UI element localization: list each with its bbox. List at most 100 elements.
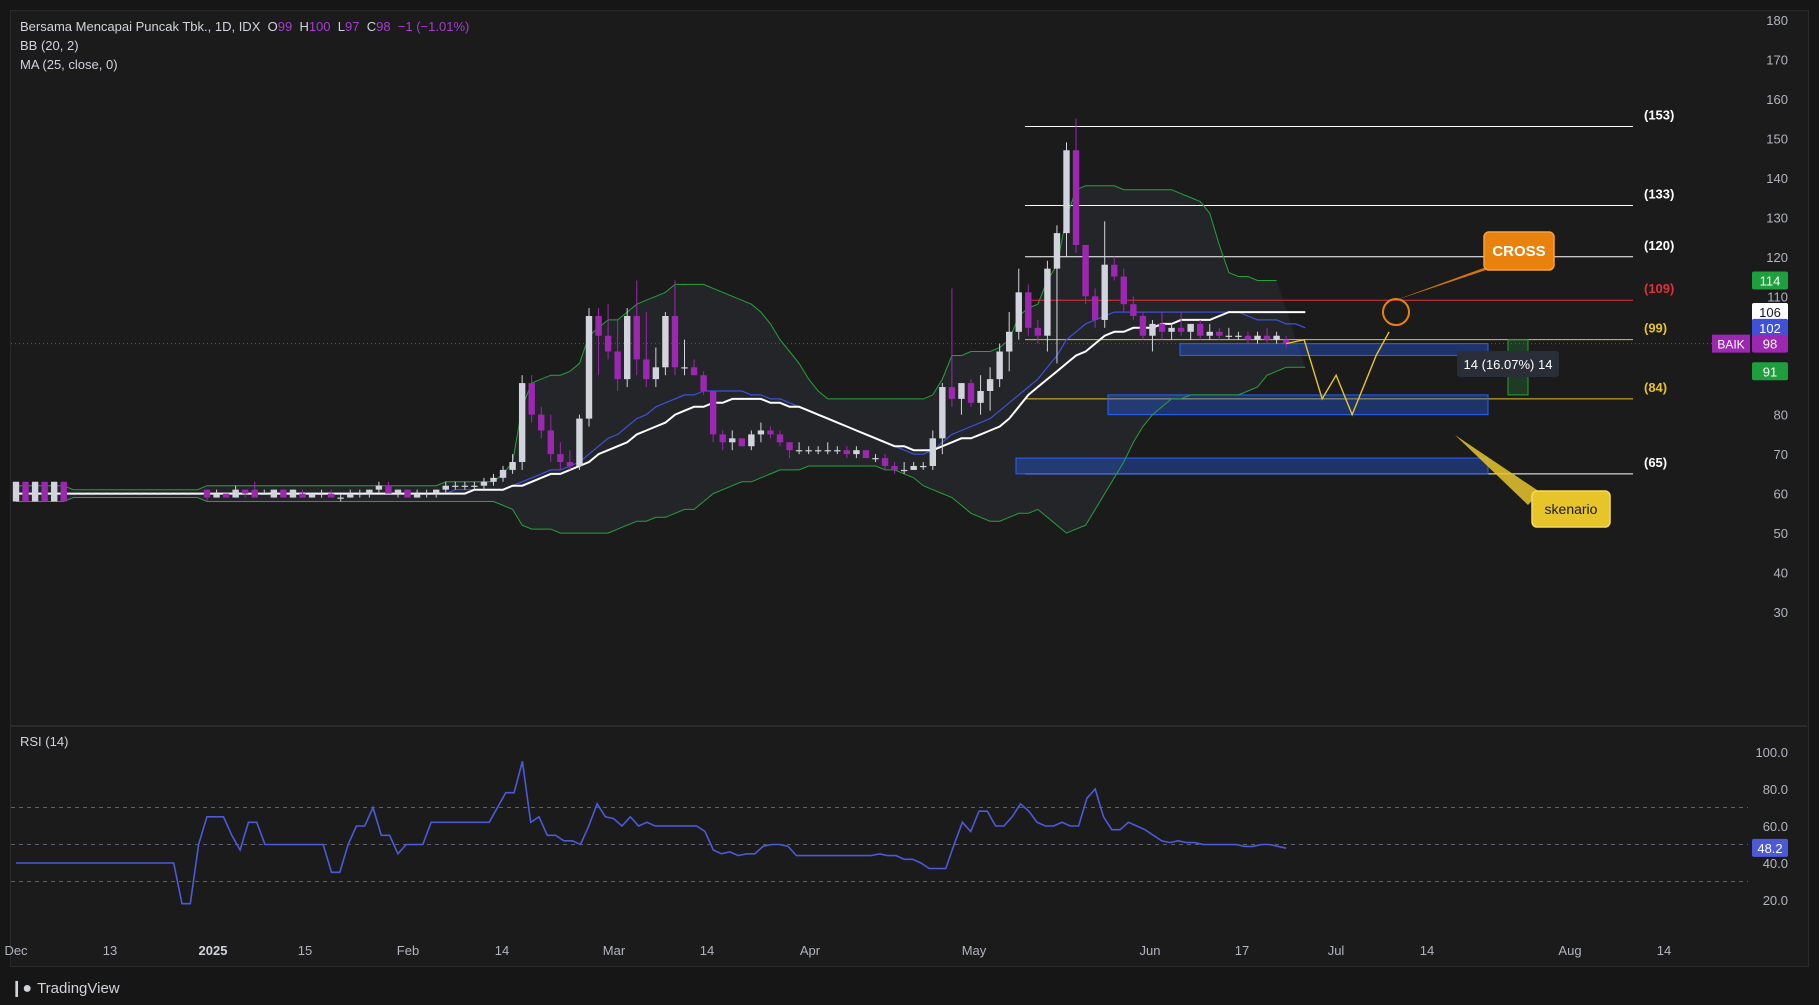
time-axis-label: Jul <box>1328 943 1345 958</box>
price-axis-label: 70 <box>1774 447 1788 462</box>
candle-body <box>547 430 554 455</box>
candle-body <box>872 458 879 460</box>
candle-body <box>1158 323 1166 332</box>
price-tag-text: 102 <box>1759 321 1781 336</box>
price-axis-label: 60 <box>1774 487 1788 502</box>
time-axis-label: Mar <box>603 943 626 958</box>
price-tag-text: 91 <box>1763 364 1777 379</box>
candle-body <box>881 458 889 466</box>
candle-body <box>795 450 803 452</box>
candle-body <box>509 462 516 470</box>
candle-body <box>413 493 421 498</box>
footer-branding[interactable]: ❙● TradingView <box>10 976 120 1000</box>
candle-body <box>1063 150 1070 234</box>
candle-body <box>729 438 736 443</box>
bb-fill <box>16 185 1306 534</box>
candle-body <box>920 465 927 468</box>
candle-body <box>394 489 402 494</box>
candle-body <box>700 375 707 391</box>
candle-body <box>175 493 182 495</box>
scenario-path[interactable] <box>1286 331 1390 417</box>
price-axis-label: 130 <box>1766 210 1788 225</box>
rsi-line <box>16 761 1287 905</box>
price-tag-text: 114 <box>1760 273 1781 288</box>
candle-body <box>385 485 392 494</box>
candle-body <box>595 316 602 336</box>
cross-callout-box[interactable] <box>1483 231 1555 271</box>
price-axis-label: 180 <box>1766 13 1788 28</box>
level-label: (109) <box>1644 281 1674 296</box>
price-axis-label: 110 <box>1767 289 1788 304</box>
candle-body <box>22 481 29 502</box>
level-label: (133) <box>1644 186 1674 201</box>
candle-body <box>891 465 898 470</box>
candle-body <box>1225 335 1233 337</box>
candle-body <box>136 493 144 495</box>
candle-body <box>318 493 325 495</box>
candle-body <box>480 481 488 486</box>
time-axis-label: 14 <box>1657 943 1671 958</box>
candle-body <box>337 497 344 499</box>
candle-body <box>633 316 640 360</box>
candle-body <box>270 489 278 498</box>
candle-body <box>1282 339 1290 344</box>
candle-body <box>786 442 793 451</box>
candle-body <box>805 450 812 452</box>
candle-body <box>776 434 784 443</box>
price-tag-text: 106 <box>1759 305 1781 320</box>
low-label: L <box>337 19 345 34</box>
candle-body <box>146 493 153 495</box>
candle-body <box>853 450 860 455</box>
price-axis-label: 150 <box>1766 131 1788 146</box>
demand-zone[interactable] <box>1107 394 1489 416</box>
time-axis-label: Apr <box>800 943 821 958</box>
time-axis-label: 13 <box>103 943 117 958</box>
price-axis-label: 50 <box>1774 526 1788 541</box>
time-axis-label: 14 <box>700 943 714 958</box>
candle-body <box>1130 304 1137 316</box>
candle-body <box>1139 316 1147 336</box>
price-tag-box <box>1752 303 1788 322</box>
candle-body <box>261 493 268 495</box>
candle-body <box>652 367 660 380</box>
level-label: (120) <box>1644 238 1674 253</box>
candle-body <box>433 489 440 494</box>
skenario-callout-box[interactable] <box>1531 490 1611 528</box>
cross-marker-circle[interactable] <box>1382 298 1410 327</box>
candle-body <box>222 493 230 498</box>
ticker-tag-text: BAIK <box>1717 338 1744 352</box>
candle-body <box>624 316 631 380</box>
candle-body <box>308 493 316 498</box>
bb-lower-line <box>16 366 1306 534</box>
candle-body <box>690 367 698 376</box>
candle-body <box>900 469 908 472</box>
cross-callout-pointer <box>1396 262 1500 301</box>
price-tag-box <box>1752 334 1788 353</box>
candle-body <box>958 383 965 399</box>
open-value: 99 <box>277 19 293 34</box>
candle-body <box>815 450 822 452</box>
demand-zone[interactable] <box>1015 457 1489 475</box>
candle-body <box>1101 264 1108 320</box>
candle-body <box>490 477 497 482</box>
demand-zone[interactable] <box>1179 343 1489 356</box>
close-value: 98 <box>376 19 391 34</box>
candle-body <box>719 434 726 443</box>
candle-body <box>738 438 745 447</box>
candle-body <box>347 493 354 498</box>
measure-label-box[interactable] <box>1457 351 1559 377</box>
price-tag-box <box>1752 318 1788 337</box>
rsi-indicator-label[interactable]: RSI (14) <box>20 734 69 749</box>
ma-indicator-label[interactable]: MA (25, close, 0) <box>20 57 118 72</box>
level-label: (84) <box>1644 380 1667 395</box>
candle-body <box>203 489 211 498</box>
change-value: −1 (−1.01%) <box>397 19 470 34</box>
bb-indicator-label[interactable]: BB (20, 2) <box>20 38 79 53</box>
high-value: 100 <box>308 19 331 34</box>
candle-body <box>41 481 48 502</box>
price-axis-label: 40 <box>1774 566 1788 581</box>
time-axis-label: 2025 <box>199 943 228 958</box>
skenario-callout-text: skenario <box>1545 501 1598 517</box>
price-axis-label: 120 <box>1766 250 1788 265</box>
